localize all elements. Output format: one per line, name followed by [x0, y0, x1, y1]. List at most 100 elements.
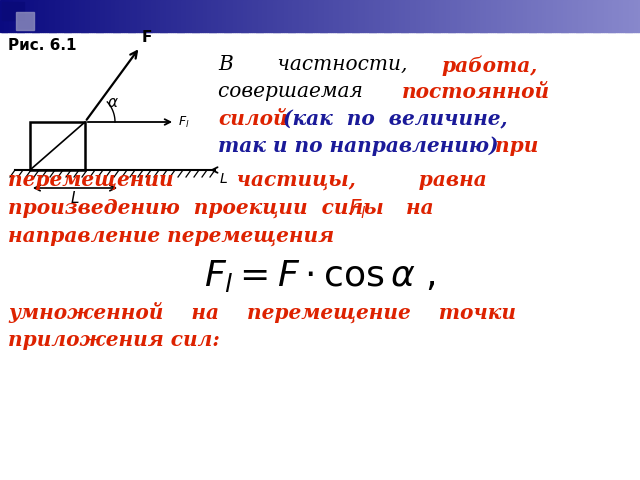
Bar: [115, 0, 118, 32]
Bar: [376, 0, 378, 32]
Bar: [226, 0, 228, 32]
Bar: [132, 0, 135, 32]
Bar: [237, 0, 239, 32]
Bar: [173, 0, 175, 32]
Bar: [184, 0, 186, 32]
Bar: [136, 0, 139, 32]
Bar: [194, 0, 196, 32]
Bar: [344, 0, 346, 32]
Bar: [606, 0, 609, 32]
Bar: [380, 0, 382, 32]
Bar: [474, 0, 476, 32]
Bar: [252, 0, 254, 32]
Bar: [32, 0, 35, 32]
Bar: [520, 0, 523, 32]
Bar: [390, 0, 393, 32]
Bar: [186, 0, 188, 32]
Bar: [482, 0, 484, 32]
Bar: [307, 0, 310, 32]
Bar: [220, 0, 222, 32]
Text: приложения сил:: приложения сил:: [8, 330, 220, 350]
Bar: [331, 0, 333, 32]
Bar: [156, 0, 158, 32]
Bar: [243, 0, 246, 32]
Bar: [0, 0, 3, 32]
Bar: [209, 0, 212, 32]
Bar: [77, 0, 79, 32]
Bar: [239, 0, 241, 32]
Bar: [11, 0, 13, 32]
Bar: [467, 0, 470, 32]
Bar: [572, 0, 574, 32]
Bar: [533, 0, 536, 32]
Bar: [6, 0, 9, 32]
Bar: [546, 0, 548, 32]
Bar: [341, 0, 344, 32]
Bar: [510, 0, 513, 32]
Bar: [267, 0, 269, 32]
Bar: [634, 0, 636, 32]
Bar: [275, 0, 278, 32]
Bar: [296, 0, 299, 32]
Bar: [348, 0, 350, 32]
Bar: [43, 0, 45, 32]
Text: L: L: [220, 172, 228, 186]
Bar: [286, 0, 289, 32]
Bar: [472, 0, 474, 32]
Bar: [397, 0, 399, 32]
Bar: [382, 0, 385, 32]
Bar: [433, 0, 436, 32]
Bar: [312, 0, 314, 32]
Bar: [211, 0, 214, 32]
Bar: [158, 0, 161, 32]
Bar: [465, 0, 468, 32]
Bar: [128, 0, 131, 32]
Bar: [120, 0, 122, 32]
Bar: [452, 0, 455, 32]
Bar: [294, 0, 297, 32]
Bar: [36, 0, 39, 32]
Bar: [145, 0, 148, 32]
Bar: [454, 0, 457, 32]
Bar: [506, 0, 508, 32]
Bar: [305, 0, 308, 32]
Bar: [548, 0, 551, 32]
Text: (как  по  величине,: (как по величине,: [276, 109, 508, 129]
Bar: [480, 0, 483, 32]
Bar: [352, 0, 355, 32]
Bar: [444, 0, 446, 32]
Bar: [429, 0, 431, 32]
Bar: [395, 0, 397, 32]
Bar: [405, 0, 408, 32]
Bar: [85, 0, 88, 32]
Bar: [188, 0, 190, 32]
Bar: [309, 0, 312, 32]
Bar: [53, 0, 56, 32]
Bar: [19, 0, 22, 32]
Bar: [162, 0, 164, 32]
Bar: [557, 0, 559, 32]
Bar: [248, 0, 250, 32]
Bar: [88, 0, 90, 32]
Bar: [224, 0, 227, 32]
Bar: [420, 0, 423, 32]
Bar: [418, 0, 420, 32]
Bar: [399, 0, 401, 32]
Bar: [540, 0, 542, 32]
Bar: [552, 0, 555, 32]
Bar: [171, 0, 173, 32]
Bar: [544, 0, 547, 32]
Bar: [149, 0, 152, 32]
Bar: [96, 0, 99, 32]
Bar: [384, 0, 387, 32]
Bar: [625, 0, 628, 32]
Bar: [346, 0, 348, 32]
Bar: [318, 0, 321, 32]
Bar: [493, 0, 495, 32]
Bar: [179, 0, 182, 32]
Bar: [427, 0, 429, 32]
Bar: [638, 0, 640, 32]
Bar: [514, 0, 516, 32]
Bar: [518, 0, 521, 32]
Bar: [134, 0, 137, 32]
